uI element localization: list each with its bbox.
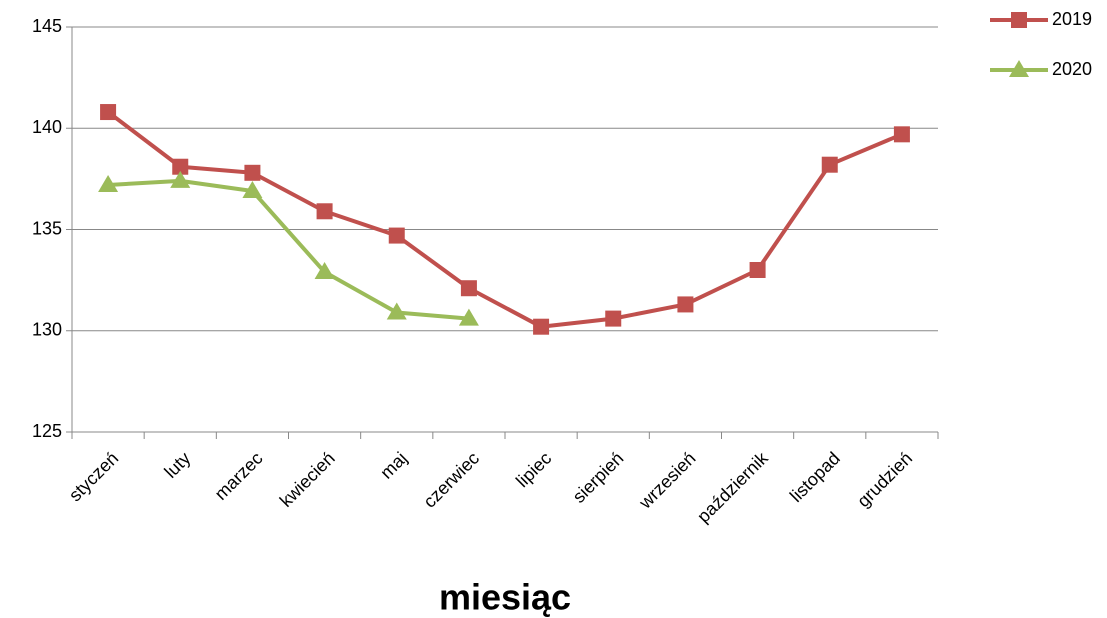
- point: [821, 156, 838, 173]
- y-tick-label: 140: [32, 117, 62, 137]
- x-tick-label: styczeń: [65, 448, 122, 505]
- y-tick-label: 130: [32, 320, 62, 340]
- point: [316, 203, 333, 220]
- x-tick-label: marzec: [211, 448, 267, 504]
- series-line: [107, 178, 470, 321]
- point: [458, 308, 479, 326]
- x-tick-label: maj: [376, 448, 411, 483]
- series-line: [106, 110, 903, 329]
- legend-marker: [1009, 60, 1029, 77]
- point: [893, 126, 910, 143]
- x-tick-label: wrzesień: [635, 448, 700, 513]
- point: [170, 170, 191, 188]
- x-tick-label: sierpień: [569, 448, 628, 507]
- x-tick-label: grudzień: [853, 448, 916, 511]
- point: [677, 296, 694, 313]
- legend-label: 2019: [1052, 9, 1092, 29]
- point: [605, 310, 622, 327]
- point: [98, 174, 119, 192]
- point: [533, 318, 550, 335]
- x-tick-label: listopad: [786, 448, 844, 506]
- x-tick-label: kwiecień: [276, 448, 339, 511]
- y-tick-label: 135: [32, 218, 62, 238]
- x-tick-label: luty: [160, 448, 194, 482]
- legend-label: 2020: [1052, 59, 1092, 79]
- x-tick-label: czerwiec: [419, 448, 483, 512]
- point: [386, 302, 407, 320]
- point: [100, 104, 117, 121]
- point: [172, 158, 189, 175]
- point: [314, 262, 335, 280]
- legend-marker: [1011, 12, 1027, 28]
- point: [244, 164, 261, 181]
- point: [460, 280, 477, 297]
- point: [749, 262, 766, 278]
- y-tick-label: 145: [32, 16, 62, 36]
- x-tick-label: październik: [693, 447, 772, 526]
- point: [242, 181, 263, 199]
- y-tick-label: 125: [32, 421, 62, 441]
- x-axis-title: miesiąc: [439, 577, 571, 618]
- x-tick-label: lipiec: [512, 448, 555, 491]
- point: [388, 227, 405, 244]
